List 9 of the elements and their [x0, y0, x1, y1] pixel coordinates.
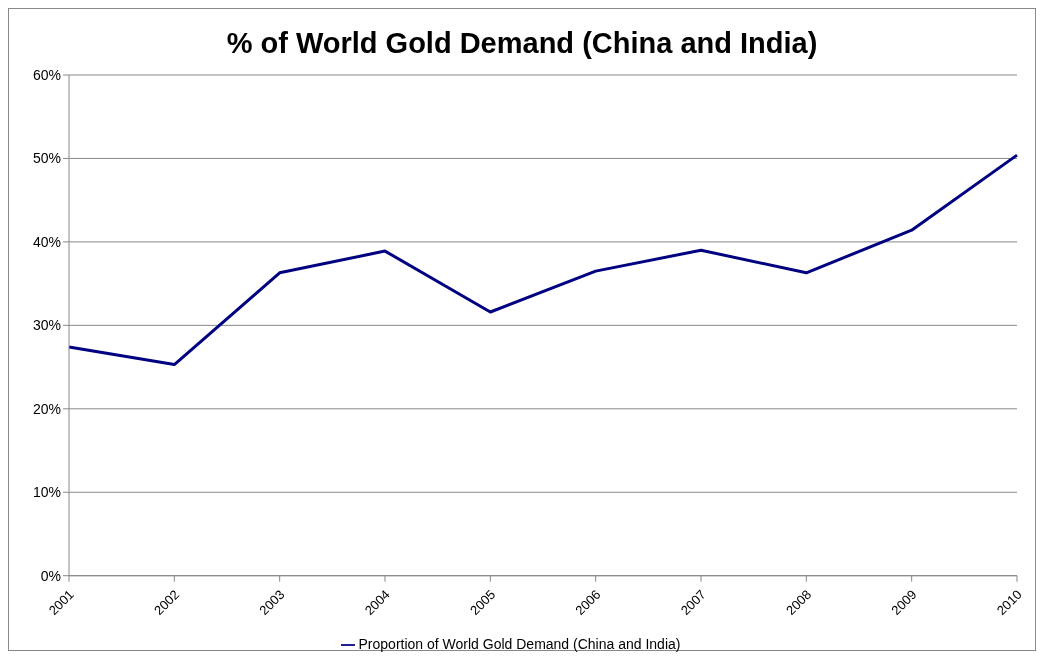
y-tick-label: 40%: [32, 233, 61, 250]
y-tick-label: 30%: [32, 317, 61, 334]
y-tick-label: 0%: [40, 567, 61, 584]
chart-title: % of World Gold Demand (China and India): [225, 27, 819, 61]
legend-label: Proportion of World Gold Demand (China and India): [358, 635, 681, 652]
y-tick-label: 10%: [32, 484, 61, 501]
y-tick-label: 60%: [32, 66, 61, 83]
y-tick-label: 50%: [32, 150, 61, 167]
y-tick-label: 20%: [32, 400, 61, 417]
